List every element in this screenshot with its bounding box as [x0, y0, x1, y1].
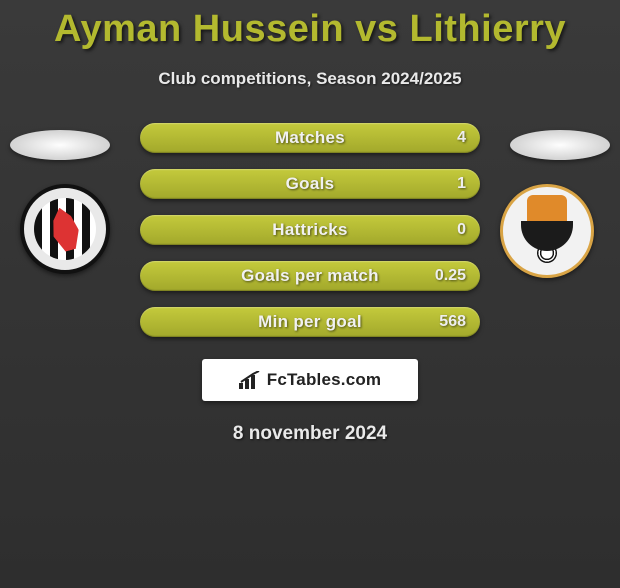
ajman-crest-icon	[500, 184, 594, 278]
stat-bar-goals: Goals 1	[140, 169, 480, 199]
stat-label: Hattricks	[272, 220, 347, 240]
club-crest-left	[20, 184, 120, 274]
player-right-headshot	[510, 130, 610, 160]
stat-bar-goals-per-match: Goals per match 0.25	[140, 261, 480, 291]
stat-label: Goals per match	[241, 266, 379, 286]
subtitle: Club competitions, Season 2024/2025	[0, 69, 620, 89]
player-left-headshot	[10, 130, 110, 160]
stat-bar-min-per-goal: Min per goal 568	[140, 307, 480, 337]
page-title: Ayman Hussein vs Lithierry	[0, 8, 620, 51]
brand-label: FcTables.com	[267, 370, 382, 390]
stat-value-right: 0	[457, 221, 466, 239]
stat-value-right: 1	[457, 175, 466, 193]
brand-card[interactable]: FcTables.com	[202, 359, 418, 401]
date-label: 8 november 2024	[0, 423, 620, 445]
stat-label: Matches	[275, 128, 345, 148]
stat-label: Goals	[286, 174, 335, 194]
stat-bar-hattricks: Hattricks 0	[140, 215, 480, 245]
stat-label: Min per goal	[258, 312, 362, 332]
al-jazira-crest-icon	[20, 184, 110, 274]
bar-chart-icon	[239, 371, 261, 389]
club-crest-right	[500, 184, 600, 274]
stat-value-right: 4	[457, 129, 466, 147]
stat-value-right: 0.25	[435, 267, 466, 285]
stat-value-right: 568	[439, 313, 466, 331]
stat-bar-matches: Matches 4	[140, 123, 480, 153]
